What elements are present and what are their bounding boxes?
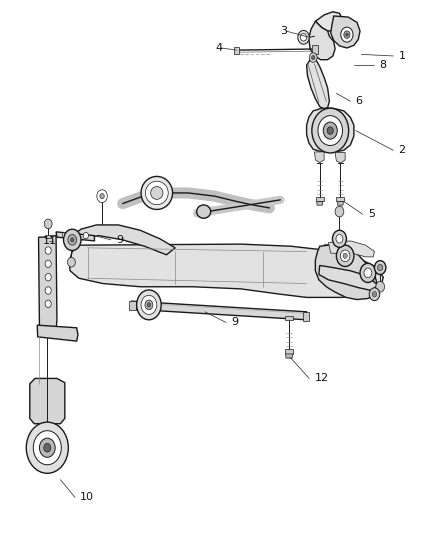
Polygon shape [309,21,335,60]
Circle shape [97,190,107,203]
Circle shape [346,33,348,36]
Polygon shape [234,47,239,54]
Polygon shape [39,236,57,333]
Circle shape [45,260,51,268]
Circle shape [145,300,153,310]
Circle shape [335,206,344,217]
Ellipse shape [151,187,163,199]
Circle shape [312,108,349,153]
Ellipse shape [197,205,211,219]
Circle shape [343,253,347,259]
Circle shape [369,288,380,301]
Circle shape [309,53,317,62]
Circle shape [340,250,350,262]
Polygon shape [307,108,354,152]
Circle shape [100,193,104,199]
Polygon shape [129,301,136,310]
Polygon shape [317,201,323,205]
Circle shape [137,290,161,320]
Polygon shape [37,325,78,341]
Circle shape [33,431,61,465]
Circle shape [45,287,51,294]
Polygon shape [315,244,378,300]
Circle shape [376,281,385,292]
Circle shape [332,230,346,247]
Polygon shape [315,12,343,31]
Polygon shape [285,349,293,354]
Text: 8: 8 [379,60,386,70]
Polygon shape [319,265,378,290]
Polygon shape [131,301,307,320]
Circle shape [68,235,77,245]
Polygon shape [336,197,344,201]
Polygon shape [303,312,309,321]
Circle shape [300,34,307,41]
Polygon shape [45,235,51,238]
Circle shape [67,257,75,267]
Polygon shape [285,316,293,320]
Circle shape [64,229,81,251]
Circle shape [62,232,67,239]
Text: 9: 9 [116,235,123,245]
Circle shape [364,268,372,278]
Circle shape [26,422,68,473]
Polygon shape [56,232,95,241]
Circle shape [323,122,337,139]
Circle shape [39,438,55,457]
Circle shape [341,27,353,42]
Circle shape [360,263,376,282]
Circle shape [71,238,74,242]
Text: 9: 9 [231,318,238,327]
Circle shape [344,31,350,38]
Polygon shape [312,45,318,54]
Circle shape [45,247,51,254]
Circle shape [372,292,377,297]
Circle shape [374,261,386,274]
Polygon shape [307,59,329,109]
Circle shape [73,232,78,239]
Ellipse shape [145,181,168,205]
Text: 6: 6 [356,96,363,106]
Circle shape [45,273,51,281]
Circle shape [45,300,51,308]
Polygon shape [335,152,345,163]
Text: 12: 12 [314,374,328,383]
Text: 4: 4 [216,43,223,53]
Text: 2: 2 [399,146,406,155]
Circle shape [298,30,309,44]
Circle shape [44,219,52,229]
Circle shape [327,127,333,134]
Polygon shape [286,354,293,358]
Text: 1: 1 [399,51,406,61]
Circle shape [318,116,343,146]
Circle shape [336,235,343,243]
Circle shape [141,295,157,314]
Circle shape [336,245,354,266]
Polygon shape [314,152,324,163]
Circle shape [83,232,88,239]
Text: 11: 11 [43,236,57,246]
Text: 3: 3 [280,26,287,36]
Polygon shape [72,225,175,255]
Text: 5: 5 [368,209,375,219]
Circle shape [311,55,315,60]
Circle shape [147,303,151,307]
Polygon shape [328,241,374,257]
Circle shape [44,443,51,452]
Polygon shape [30,378,65,424]
Polygon shape [331,16,360,48]
Polygon shape [337,201,343,205]
Circle shape [378,264,383,271]
Ellipse shape [141,176,173,209]
Polygon shape [69,244,383,297]
Text: 10: 10 [80,492,94,502]
Polygon shape [316,197,324,201]
